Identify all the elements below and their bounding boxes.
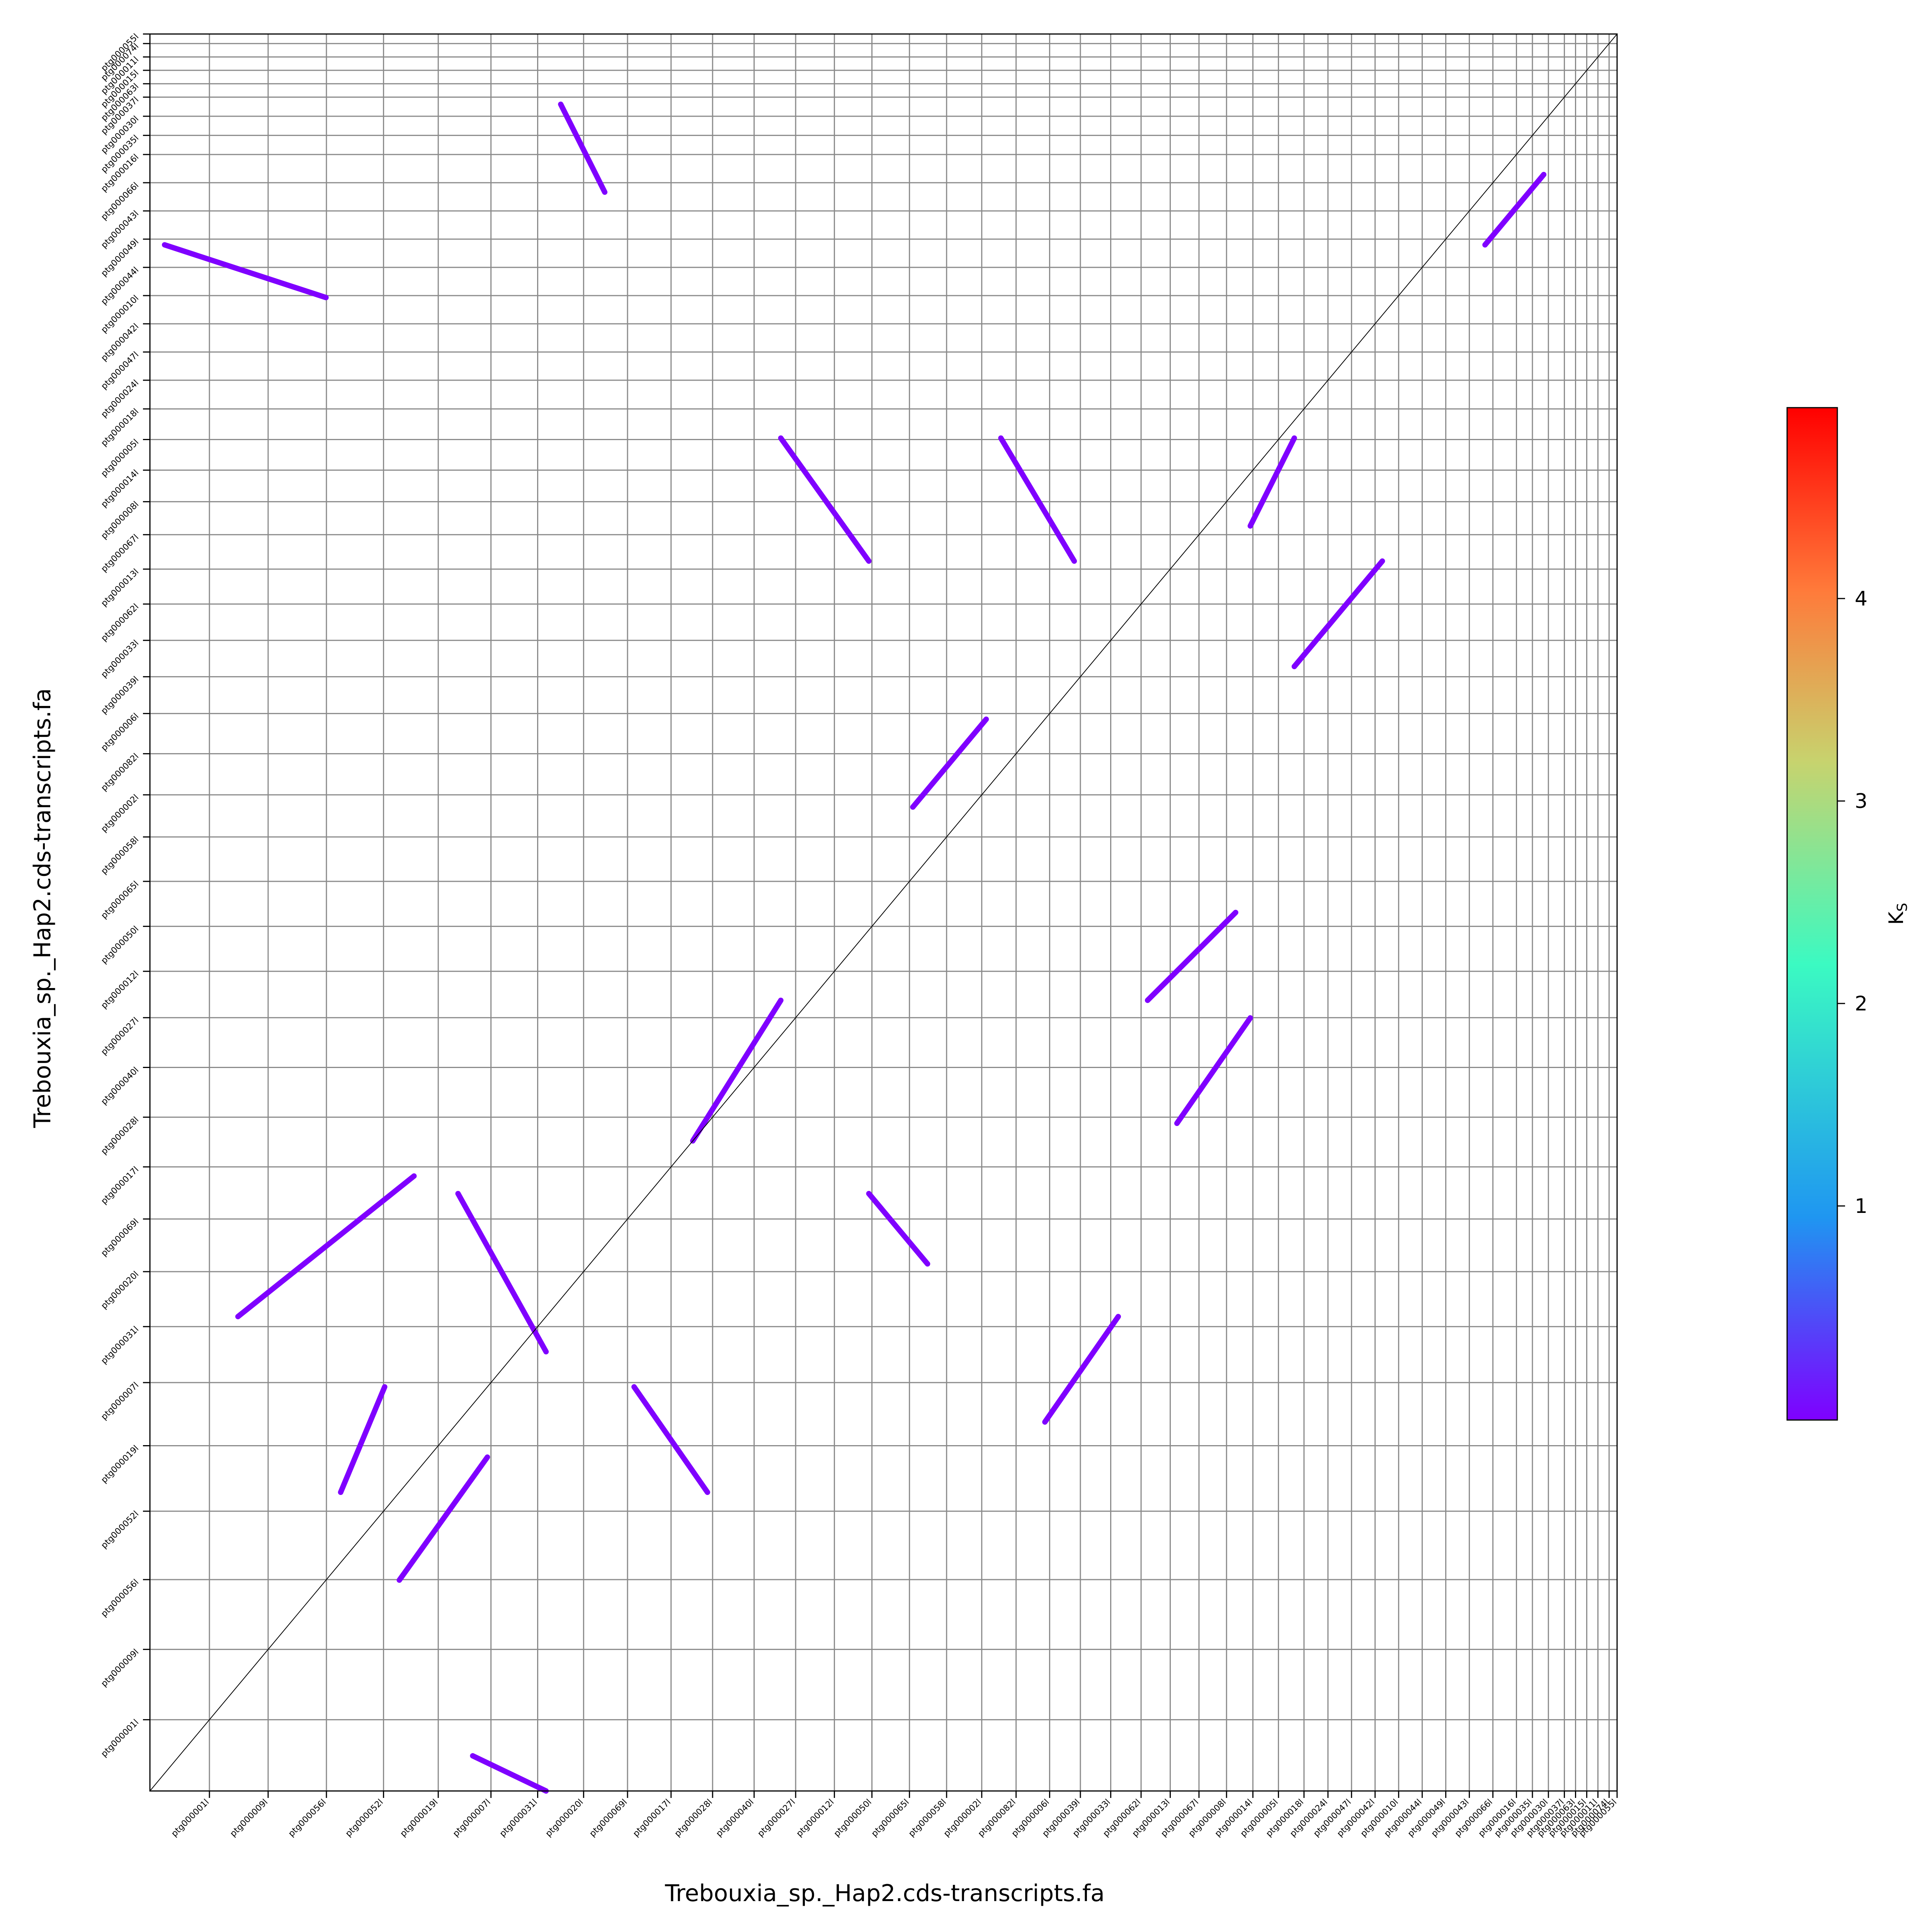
synteny-segment — [235, 1173, 417, 1320]
diagonal-line — [150, 34, 1617, 1791]
synteny-segment — [1042, 1314, 1121, 1425]
synteny-segment — [690, 997, 784, 1144]
synteny-segment — [162, 242, 329, 301]
synteny-segment — [1247, 435, 1297, 529]
synteny-segment — [1174, 1015, 1253, 1126]
synteny-segment — [455, 1191, 549, 1355]
synteny-segment — [470, 1753, 549, 1794]
x-axis-label: Trebouxia_sp._Hap2.cds-transcripts.fa — [665, 1880, 1105, 1907]
colorbar-tick-label: 2 — [1855, 992, 1867, 1015]
synteny-segment — [338, 1384, 388, 1495]
synteny-segment — [910, 716, 989, 810]
synteny-segment — [396, 1454, 490, 1583]
plot-frame — [149, 33, 1618, 1792]
synteny-segment — [1145, 910, 1238, 1003]
colorbar-tick-label: 4 — [1855, 587, 1867, 611]
synteny-segment — [558, 101, 608, 195]
synteny-segment — [631, 1384, 710, 1495]
colorbar-ticks: 1 2 3 4 — [1837, 587, 1867, 1218]
ks-colorbar — [1786, 407, 1838, 1421]
y-axis-label: Trebouxia_sp._Hap2.cds-transcripts.fa — [29, 688, 56, 1128]
synteny-segments — [162, 101, 1547, 1794]
colorbar-tick-label: 1 — [1855, 1195, 1867, 1218]
synteny-segment — [998, 435, 1077, 564]
synteny-segment — [866, 1191, 930, 1267]
synteny-segment — [1291, 558, 1385, 669]
colorbar-tick-label: 3 — [1855, 790, 1867, 813]
synteny-segment — [1482, 172, 1547, 248]
synteny-segment — [778, 435, 872, 564]
grid-lines — [149, 33, 1618, 1792]
